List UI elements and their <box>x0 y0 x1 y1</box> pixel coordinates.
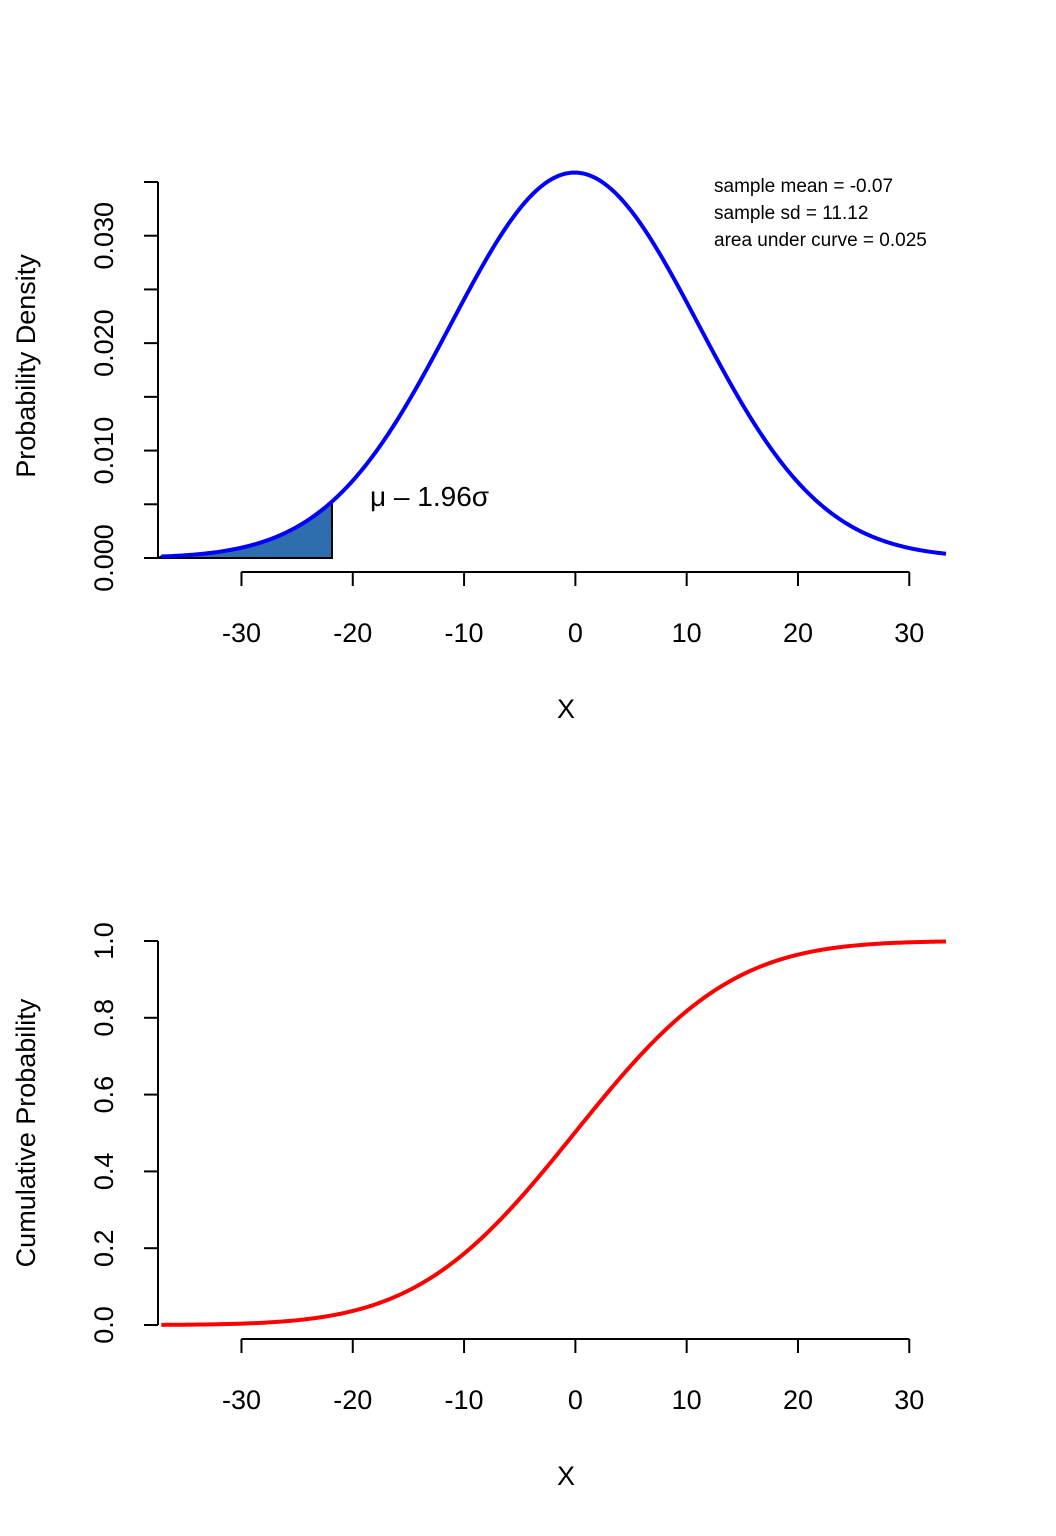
cumulative-curve <box>161 939 947 1327</box>
y-axis-ticks: 0.0 0.2 0.4 0.6 0.8 1.0 <box>89 922 158 1344</box>
x-axis-ticks: -30 -20 -10 0 10 20 30 <box>222 572 924 648</box>
x-tick-label: -10 <box>445 1385 484 1415</box>
x-tick-label: 20 <box>783 618 813 648</box>
x-tick-label: 20 <box>783 1385 813 1415</box>
cumulative-panel: 0.0 0.2 0.4 0.6 0.8 1.0 -30 -20 -10 0 10 20 30 X Cu… <box>11 922 947 1491</box>
x-axis-ticks: -30 -20 -10 0 10 20 30 <box>222 1339 924 1415</box>
y-tick-label: 0.4 <box>89 1153 119 1191</box>
x-tick-label: -20 <box>333 618 372 648</box>
x-tick-label: -30 <box>222 1385 261 1415</box>
y-tick-label: 0.030 <box>89 202 119 270</box>
y-tick-label: 0.000 <box>89 524 119 592</box>
x-tick-label: -20 <box>333 1385 372 1415</box>
x-axis-title: X <box>557 1461 575 1491</box>
sample-sd-label: sample sd = 11.12 <box>714 203 868 224</box>
sample-mean-label: sample mean = -0.07 <box>714 176 893 197</box>
y-axis-title: Probability Density <box>11 254 41 478</box>
tail-area-shading <box>157 499 333 559</box>
area-under-curve-label: area under curve = 0.025 <box>714 230 927 251</box>
y-tick-label: 0.8 <box>89 999 119 1037</box>
y-tick-label: 0.2 <box>89 1229 119 1267</box>
threshold-label: μ – 1.96σ <box>370 481 489 512</box>
x-tick-label: -10 <box>445 618 484 648</box>
x-tick-label: 0 <box>568 618 583 648</box>
x-tick-label: 30 <box>894 618 924 648</box>
x-axis-title: X <box>557 694 575 724</box>
x-tick-label: -30 <box>222 618 261 648</box>
y-tick-label: 0.0 <box>89 1306 119 1344</box>
y-tick-label: 0.020 <box>89 309 119 377</box>
y-axis-title: Cumulative Probability <box>11 998 41 1267</box>
x-tick-label: 30 <box>894 1385 924 1415</box>
density-panel: 0.000 0.010 0.020 0.030 -30 -20 -10 0 10 20 30 μ … <box>11 170 947 724</box>
y-tick-label: 0.010 <box>89 417 119 485</box>
y-tick-label: 1.0 <box>89 922 119 960</box>
y-axis-ticks: 0.000 0.010 0.020 0.030 <box>89 181 158 592</box>
density-curve <box>161 170 947 559</box>
y-tick-label: 0.6 <box>89 1076 119 1114</box>
x-tick-label: 0 <box>568 1385 583 1415</box>
x-tick-label: 10 <box>672 618 702 648</box>
x-tick-label: 10 <box>672 1385 702 1415</box>
